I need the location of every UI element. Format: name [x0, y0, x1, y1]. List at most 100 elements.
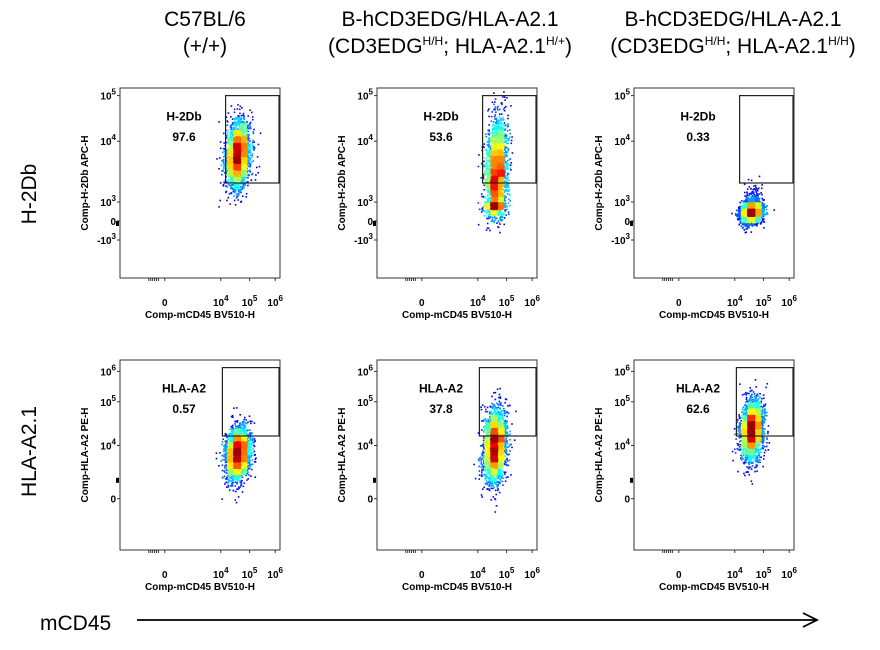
event-dot	[241, 148, 244, 150]
event-dot	[488, 156, 491, 159]
event-dot	[493, 132, 495, 134]
event-dot	[490, 138, 492, 140]
event-dot	[498, 144, 500, 147]
event-dot	[247, 115, 249, 117]
event-dot	[503, 223, 505, 226]
event-dot	[503, 168, 506, 170]
event-dot	[232, 134, 234, 137]
event-dot	[226, 137, 228, 139]
event-dot	[509, 194, 511, 196]
event-dot	[485, 212, 488, 214]
event-dot	[225, 134, 228, 137]
event-dot	[501, 188, 504, 190]
event-dot	[249, 145, 251, 147]
event-dot	[237, 189, 240, 191]
x-axis-label: Comp-mCD45 BV510-H	[145, 310, 255, 320]
event-dot	[504, 170, 506, 173]
event-dot	[238, 143, 241, 145]
event-dot	[230, 163, 233, 165]
event-dot	[236, 135, 238, 137]
event-dot	[503, 91, 505, 93]
event-dot	[503, 165, 505, 167]
event-dot	[241, 114, 244, 117]
event-dot	[241, 128, 243, 130]
event-dot	[233, 163, 236, 165]
event-dot	[233, 154, 236, 157]
event-dot	[228, 152, 230, 154]
event-dot	[225, 181, 228, 183]
event-dot	[238, 126, 241, 128]
event-dot	[235, 123, 237, 125]
event-dot	[233, 184, 236, 186]
event-dot	[238, 160, 241, 163]
event-dot	[491, 187, 494, 190]
event-dot	[241, 165, 243, 168]
event-dot	[239, 140, 241, 143]
event-dot	[503, 106, 506, 109]
event-dot	[243, 151, 245, 154]
event-dot	[229, 149, 232, 151]
event-dot	[501, 204, 504, 207]
event-dot	[245, 130, 247, 132]
event-dot	[230, 175, 232, 177]
event-dot	[238, 184, 240, 186]
event-dot	[238, 144, 240, 146]
event-dot	[248, 145, 250, 148]
event-dot	[242, 138, 244, 140]
event-dot	[241, 107, 243, 109]
event-dot	[231, 161, 234, 163]
event-dot	[219, 199, 221, 202]
event-dot	[245, 140, 248, 142]
event-dot	[226, 154, 229, 156]
row-label-h2db: H-2Db	[18, 163, 41, 225]
event-dot	[233, 145, 235, 147]
event-dot	[496, 132, 498, 134]
event-dot	[497, 145, 499, 148]
event-dot	[244, 133, 247, 135]
event-dot	[495, 145, 497, 148]
event-dot	[501, 176, 503, 179]
event-dot	[244, 147, 246, 149]
event-dot	[240, 123, 242, 125]
event-dot	[230, 127, 233, 129]
event-dot	[240, 173, 242, 175]
event-dot	[505, 202, 507, 205]
event-dot	[505, 151, 507, 153]
event-dot	[492, 192, 494, 195]
event-dot	[499, 152, 502, 154]
event-dot	[495, 194, 497, 197]
event-dot	[489, 164, 491, 166]
event-dot	[499, 138, 502, 140]
event-dot	[504, 137, 506, 139]
event-dot	[229, 152, 231, 155]
event-dot	[228, 146, 230, 149]
event-dot	[240, 140, 243, 142]
event-dot	[236, 152, 238, 155]
event-dot	[234, 127, 237, 129]
event-dot	[244, 141, 247, 144]
event-dot	[499, 168, 501, 171]
event-dot	[501, 215, 503, 218]
event-dot	[489, 160, 491, 162]
event-dot	[494, 106, 497, 108]
event-dot	[500, 202, 503, 204]
event-dot	[232, 181, 235, 184]
event-dot	[228, 193, 231, 195]
event-dot	[487, 190, 490, 192]
event-dot	[236, 158, 239, 161]
event-dot	[226, 134, 229, 136]
event-dot	[239, 165, 241, 168]
event-dot	[249, 125, 252, 128]
event-dot	[484, 173, 487, 176]
event-dot	[241, 159, 244, 161]
event-dot	[480, 162, 483, 165]
event-dot	[497, 153, 500, 155]
event-dot	[498, 199, 500, 202]
event-dot	[228, 158, 231, 160]
event-dot	[247, 138, 249, 140]
event-dot	[494, 150, 496, 153]
event-dot	[500, 211, 503, 214]
event-dot	[501, 132, 503, 135]
event-dot	[233, 135, 236, 138]
event-dot	[497, 171, 500, 174]
